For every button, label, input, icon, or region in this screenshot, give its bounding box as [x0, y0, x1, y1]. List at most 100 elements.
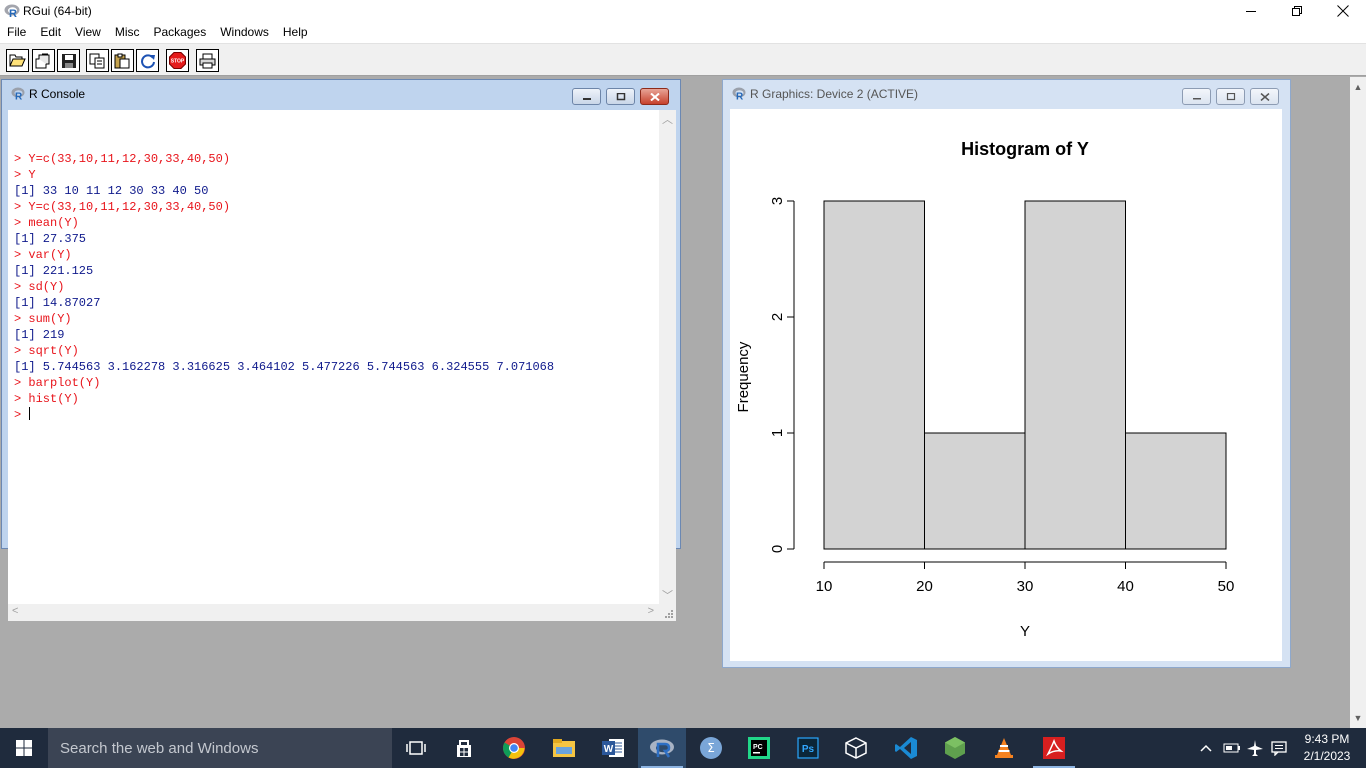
console-prompt[interactable]: >	[14, 407, 31, 422]
taskbar-photoshop[interactable]: Ps	[784, 728, 832, 768]
scroll-up-icon[interactable]: ︿	[662, 114, 673, 126]
menu-windows[interactable]: Windows	[220, 25, 269, 39]
taskbar-chrome[interactable]	[490, 728, 538, 768]
console-output-line: [1] 219	[14, 328, 65, 342]
tray-action-center[interactable]	[1268, 728, 1290, 768]
stop-label: STOP	[171, 59, 185, 65]
paste-button[interactable]	[111, 49, 134, 72]
console-input-line: > Y	[14, 168, 36, 182]
close-icon	[1337, 5, 1349, 17]
maximize-icon	[616, 92, 625, 100]
console-minimize-button[interactable]	[572, 88, 601, 105]
taskbar-store[interactable]	[440, 728, 488, 768]
scroll-down-icon[interactable]: ﹀	[662, 590, 673, 602]
printer-icon	[199, 53, 216, 68]
scroll-right-icon[interactable]: >	[647, 605, 654, 617]
taskbar-word[interactable]: W	[589, 728, 637, 768]
histogram-bar	[823, 200, 925, 550]
console-maximize-button[interactable]	[606, 88, 635, 105]
menu-misc[interactable]: Misc	[114, 25, 140, 39]
chevron-up-icon	[1200, 744, 1212, 752]
x-tick-label: 50	[1218, 578, 1235, 595]
svg-text:R: R	[9, 8, 17, 18]
graphics-canvas[interactable]: Histogram of Y Y Frequency 10 20 30 40 50 0 1…	[730, 109, 1282, 661]
taskbar: Search the web and Windows W Σ PC Ps	[0, 728, 1366, 768]
scroll-left-icon[interactable]: <	[12, 605, 19, 617]
console-close-button[interactable]	[640, 88, 669, 105]
print-button[interactable]	[196, 49, 219, 72]
tray-battery[interactable]	[1220, 728, 1244, 768]
graphics-minimize-button[interactable]	[1182, 88, 1211, 105]
start-button[interactable]	[0, 728, 48, 768]
console-titlebar[interactable]: R R Console	[2, 80, 680, 108]
mdi-vertical-scrollbar[interactable]: ▲ ▼	[1350, 77, 1366, 728]
taskbar-virtualbox[interactable]	[832, 728, 880, 768]
taskbar-nodejs[interactable]	[931, 728, 979, 768]
taskbar-file-explorer[interactable]	[540, 728, 588, 768]
console-text[interactable]: > Y=c(33,10,11,12,30,33,40,50) > Y [1] 33 …	[14, 119, 654, 455]
resize-grip-icon[interactable]	[659, 604, 676, 621]
maxima-icon: Σ	[700, 737, 722, 759]
task-view-button[interactable]	[392, 728, 440, 768]
hexagon-icon	[945, 737, 965, 759]
console-output-line: [1] 221.125	[14, 264, 94, 278]
console-title: R Console	[29, 87, 86, 101]
app-titlebar: R RGui (64-bit)	[0, 0, 1366, 22]
taskbar-clock[interactable]: 9:43 PM 2/1/2023	[1298, 731, 1356, 765]
minimize-icon	[582, 97, 591, 100]
r-logo-icon: R	[4, 4, 20, 20]
acrobat-icon	[1043, 737, 1065, 759]
minimize-icon	[1246, 11, 1256, 12]
menu-file[interactable]: File	[7, 25, 27, 39]
tray-network[interactable]	[1244, 728, 1266, 768]
pycharm-icon: PC	[748, 737, 770, 759]
open-folder-icon	[9, 54, 26, 67]
graphics-maximize-button[interactable]	[1216, 88, 1245, 105]
scroll-up-icon[interactable]: ▲	[1353, 82, 1363, 92]
console-output[interactable]: > Y=c(33,10,11,12,30,33,40,50) > Y [1] 33 …	[8, 110, 676, 621]
menu-help[interactable]: Help	[282, 25, 308, 39]
menu-edit[interactable]: Edit	[40, 25, 62, 39]
r-console-window[interactable]: R R Console > Y=c(33,10,11,12,30,33,40,5…	[1, 79, 681, 621]
graphics-close-button[interactable]	[1250, 88, 1279, 105]
taskbar-vlc[interactable]	[980, 728, 1028, 768]
scroll-down-icon[interactable]: ▼	[1353, 713, 1363, 723]
word-icon: W	[602, 739, 624, 757]
restore-button[interactable]	[1274, 0, 1320, 22]
save-workspace-button[interactable]	[57, 49, 80, 72]
taskbar-r-gui[interactable]	[638, 728, 686, 768]
y-tick-label: 1	[769, 429, 786, 437]
graphics-titlebar[interactable]: R R Graphics: Device 2 (ACTIVE)	[723, 80, 1290, 108]
r-graphics-window[interactable]: R R Graphics: Device 2 (ACTIVE) Histogra…	[722, 79, 1291, 668]
svg-text:R: R	[736, 92, 744, 101]
load-workspace-button[interactable]	[32, 49, 55, 72]
close-button[interactable]	[1320, 0, 1366, 22]
taskbar-pycharm[interactable]: PC	[735, 728, 783, 768]
pycharm-letters: PC	[753, 744, 763, 751]
taskbar-acrobat[interactable]	[1030, 728, 1078, 768]
notification-icon	[1271, 741, 1287, 756]
x-tick-label: 10	[816, 578, 833, 595]
minimize-button[interactable]	[1228, 0, 1274, 22]
copy-paste-button[interactable]	[136, 49, 159, 72]
menu-packages[interactable]: Packages	[153, 25, 207, 39]
refresh-icon	[140, 53, 155, 68]
copy-button[interactable]	[86, 49, 109, 72]
y-tick-label: 2	[769, 313, 786, 321]
store-icon	[457, 740, 471, 757]
taskbar-vscode[interactable]	[882, 728, 930, 768]
save-icon	[61, 53, 76, 68]
open-script-button[interactable]	[6, 49, 29, 72]
menu-view[interactable]: View	[75, 25, 101, 39]
console-horizontal-scrollbar[interactable]: < >	[8, 604, 659, 621]
taskbar-maxima[interactable]: Σ	[687, 728, 735, 768]
stop-button[interactable]: STOP	[166, 49, 189, 72]
clock-time: 9:43 PM	[1304, 732, 1350, 746]
taskbar-search-input[interactable]: Search the web and Windows	[48, 728, 392, 768]
tray-show-hidden-button[interactable]	[1196, 728, 1216, 768]
console-vertical-scrollbar[interactable]: ︿ ﹀	[659, 110, 676, 604]
console-input-line: > Y=c(33,10,11,12,30,33,40,50)	[14, 200, 231, 214]
console-output-line: [1] 5.744563 3.162278 3.316625 3.464102 …	[14, 360, 555, 374]
svg-text:Σ: Σ	[707, 741, 715, 755]
app-title: RGui (64-bit)	[23, 4, 92, 18]
